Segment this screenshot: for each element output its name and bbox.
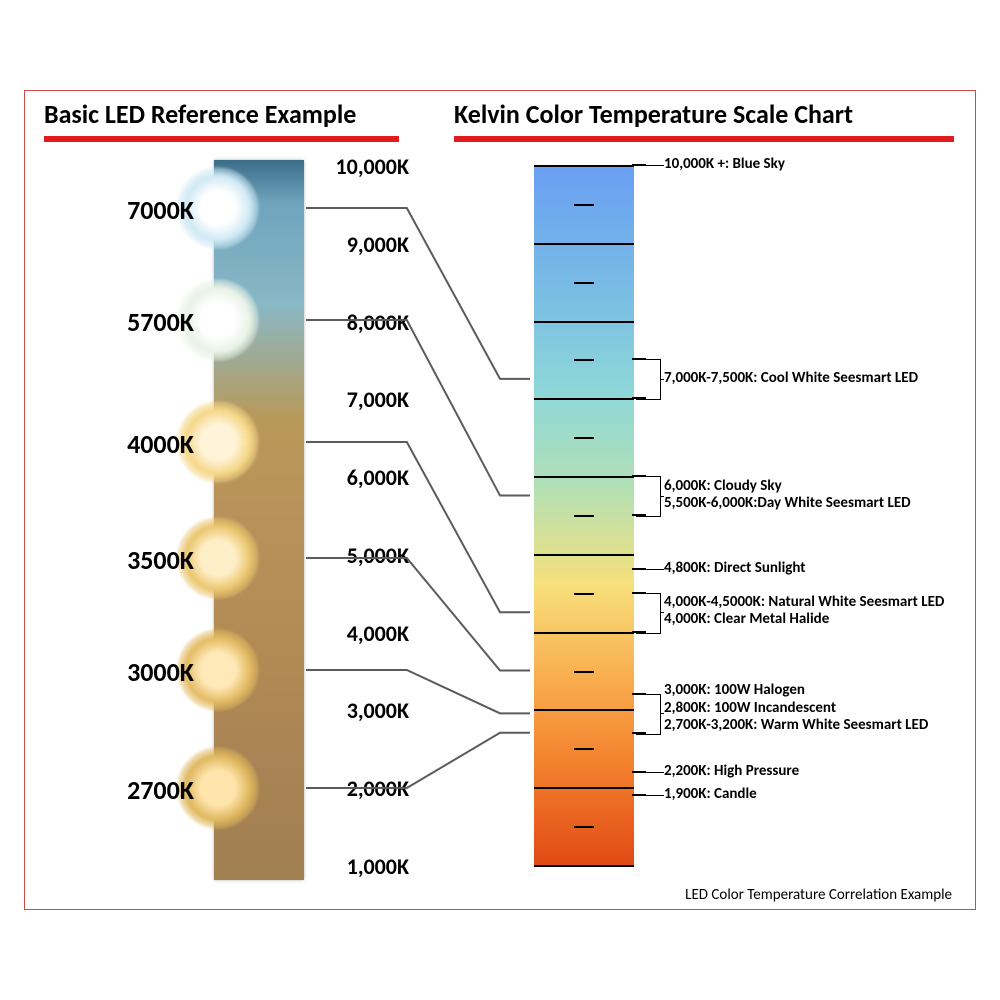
connector xyxy=(306,670,530,713)
annotation: 1,900K: Candle xyxy=(664,786,757,803)
annotation-tick xyxy=(632,592,646,594)
annotation-line: 3,000K: 100W Halogen xyxy=(664,682,928,699)
annotation-line: 4,000K-4,5000K: Natural White Seesmart L… xyxy=(664,594,944,611)
annotation-tick xyxy=(632,475,646,477)
chart-content: Basic LED Reference Example Kelvin Color… xyxy=(24,90,976,910)
annotation-line: 2,700K-3,200K: Warm White Seesmart LED xyxy=(664,717,928,734)
annotation-line: 6,000K: Cloudy Sky xyxy=(664,478,911,495)
footer-caption: LED Color Temperature Correlation Exampl… xyxy=(685,886,952,904)
annotation: 6,000K: Cloudy Sky5,500K-6,000K:Day Whit… xyxy=(664,478,911,513)
annotation-line: 7,000K-7,500K: Cool White Seesmart LED xyxy=(664,370,918,387)
annotation: 7,000K-7,500K: Cool White Seesmart LED xyxy=(664,370,918,387)
annotation-tick xyxy=(632,358,646,360)
annotation-tick xyxy=(632,397,646,399)
connector xyxy=(306,733,530,788)
connector xyxy=(306,442,530,612)
annotation-tick xyxy=(632,693,646,695)
annotation-bracket xyxy=(636,694,661,735)
connector xyxy=(306,208,530,379)
annotation-tick xyxy=(632,514,646,516)
annotation: 10,000K +: Blue Sky xyxy=(664,156,785,173)
connector xyxy=(306,558,530,671)
annotation-line: 4,800K: Direct Sunlight xyxy=(664,560,806,577)
annotation: 4,800K: Direct Sunlight xyxy=(664,560,806,577)
annotation-tick xyxy=(632,794,646,796)
annotation-line: 5,500K-6,000K:Day White Seesmart LED xyxy=(664,495,911,512)
annotation-line: 4,000K: Clear Metal Halide xyxy=(664,611,944,628)
annotation-tick xyxy=(632,732,646,734)
annotation-bracket xyxy=(636,359,661,400)
annotation-bracket xyxy=(636,593,661,634)
annotation-tick xyxy=(632,568,646,570)
annotation-line: 2,200K: High Pressure xyxy=(664,763,799,780)
annotation: 3,000K: 100W Halogen2,800K: 100W Incande… xyxy=(664,682,928,734)
annotation-line: 10,000K +: Blue Sky xyxy=(664,156,785,173)
annotation-tick xyxy=(632,771,646,773)
annotation: 2,200K: High Pressure xyxy=(664,763,799,780)
annotation-bracket xyxy=(636,476,661,517)
connector xyxy=(306,320,530,496)
annotation-line: 1,900K: Candle xyxy=(664,786,757,803)
annotation-tick xyxy=(632,631,646,633)
annotation-line: 2,800K: 100W Incandescent xyxy=(664,700,928,717)
annotation: 4,000K-4,5000K: Natural White Seesmart L… xyxy=(664,594,944,629)
annotation-tick xyxy=(632,164,646,166)
